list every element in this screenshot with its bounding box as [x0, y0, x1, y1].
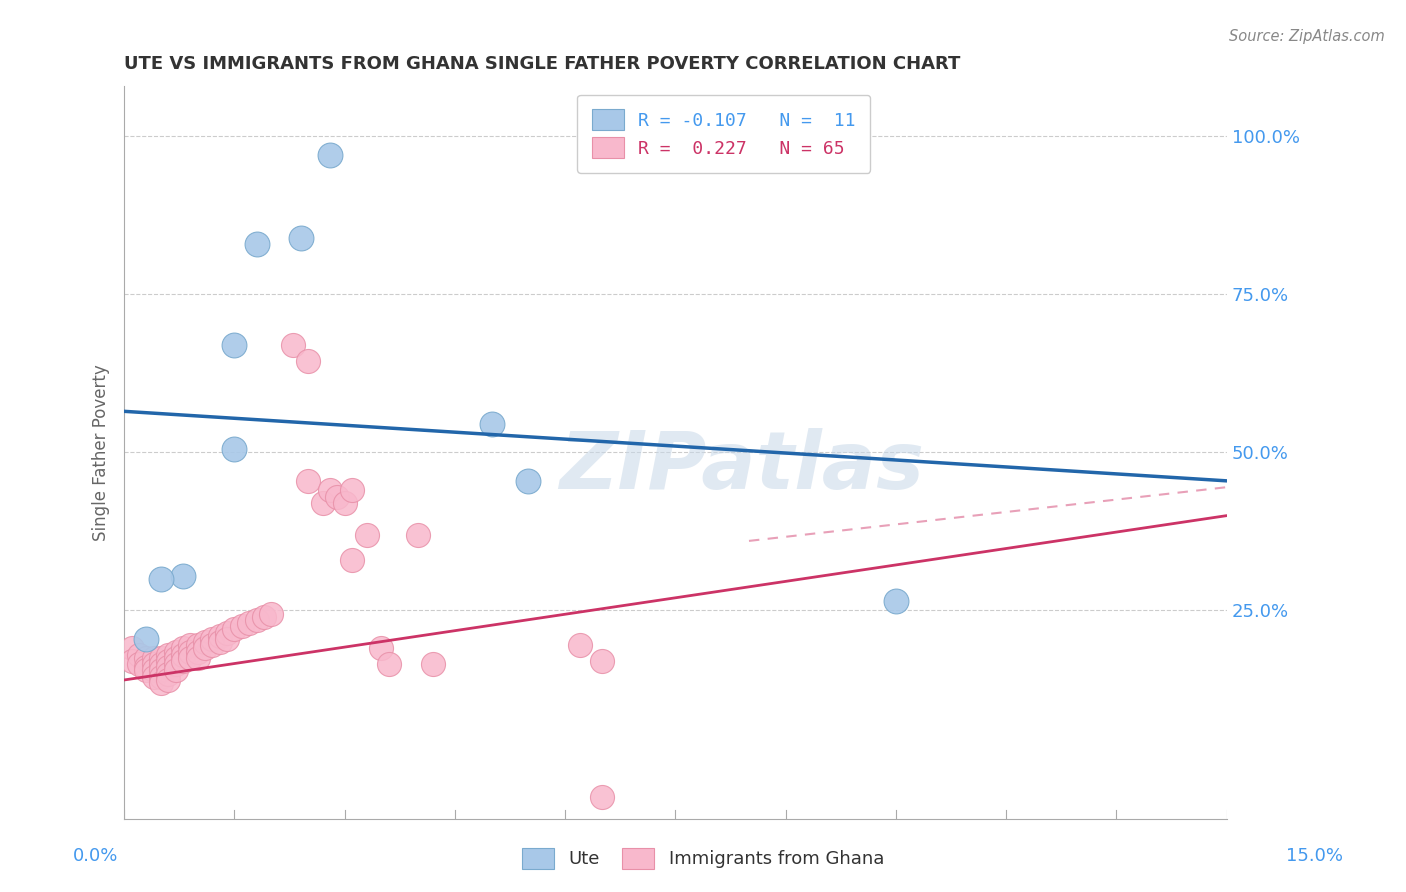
Point [187, 644, 209, 658]
Legend: R = -0.107   N =  11, R =  0.227   N = 65: R = -0.107 N = 11, R = 0.227 N = 65 [576, 95, 870, 173]
Point [149, 650, 172, 665]
Point [165, 644, 187, 658]
Point [290, 230, 312, 244]
Point [333, 496, 356, 510]
Point [179, 650, 201, 665]
Legend: Ute, Immigrants from Ghana: Ute, Immigrants from Ghana [515, 840, 891, 876]
Point [378, 657, 401, 672]
Point [422, 657, 444, 672]
Point [165, 650, 187, 665]
Point [135, 632, 157, 646]
Point [179, 644, 201, 658]
Point [245, 236, 267, 251]
Point [142, 664, 165, 678]
Point [201, 632, 224, 646]
Point [517, 474, 540, 488]
Point [194, 635, 217, 649]
Point [187, 650, 209, 665]
Point [187, 638, 209, 652]
Point [297, 474, 319, 488]
Point [253, 609, 276, 624]
Text: ZIPatlas: ZIPatlas [560, 428, 924, 506]
Point [172, 568, 194, 582]
Point [121, 654, 143, 668]
Point [217, 632, 239, 646]
Point [224, 623, 246, 637]
Point [157, 673, 180, 687]
Point [481, 417, 503, 431]
Point [406, 527, 429, 541]
Point [142, 650, 165, 665]
Point [201, 638, 224, 652]
Text: Source: ZipAtlas.com: Source: ZipAtlas.com [1229, 29, 1385, 44]
Point [135, 660, 157, 674]
Point [319, 148, 342, 162]
Point [370, 641, 392, 656]
Point [142, 657, 165, 672]
Point [217, 625, 239, 640]
Point [149, 657, 172, 672]
Point [157, 648, 180, 662]
Point [172, 641, 194, 656]
Point [157, 660, 180, 674]
Point [149, 572, 172, 586]
Point [157, 666, 180, 681]
Point [591, 654, 613, 668]
Point [208, 635, 231, 649]
Point [260, 607, 283, 621]
Point [194, 641, 217, 656]
Point [591, 789, 613, 804]
Point [149, 664, 172, 678]
Point [208, 629, 231, 643]
Y-axis label: Single Father Poverty: Single Father Poverty [93, 364, 110, 541]
Point [149, 670, 172, 684]
Point [135, 664, 157, 678]
Point [311, 496, 333, 510]
Point [283, 338, 305, 352]
Point [157, 654, 180, 668]
Text: 15.0%: 15.0% [1286, 847, 1343, 865]
Point [172, 654, 194, 668]
Point [568, 638, 591, 652]
Point [297, 353, 319, 368]
Point [245, 613, 267, 627]
Point [884, 594, 907, 608]
Point [231, 619, 253, 633]
Point [224, 338, 246, 352]
Point [135, 650, 157, 665]
Point [142, 670, 165, 684]
Point [128, 657, 150, 672]
Point [121, 641, 143, 656]
Point [128, 648, 150, 662]
Point [172, 648, 194, 662]
Point [340, 553, 363, 567]
Point [340, 483, 363, 498]
Text: UTE VS IMMIGRANTS FROM GHANA SINGLE FATHER POVERTY CORRELATION CHART: UTE VS IMMIGRANTS FROM GHANA SINGLE FATH… [124, 55, 960, 73]
Point [165, 657, 187, 672]
Point [224, 442, 246, 457]
Point [165, 664, 187, 678]
Point [326, 490, 349, 504]
Point [238, 616, 260, 631]
Text: 0.0%: 0.0% [73, 847, 118, 865]
Point [149, 676, 172, 690]
Point [319, 483, 342, 498]
Point [179, 638, 201, 652]
Point [356, 527, 378, 541]
